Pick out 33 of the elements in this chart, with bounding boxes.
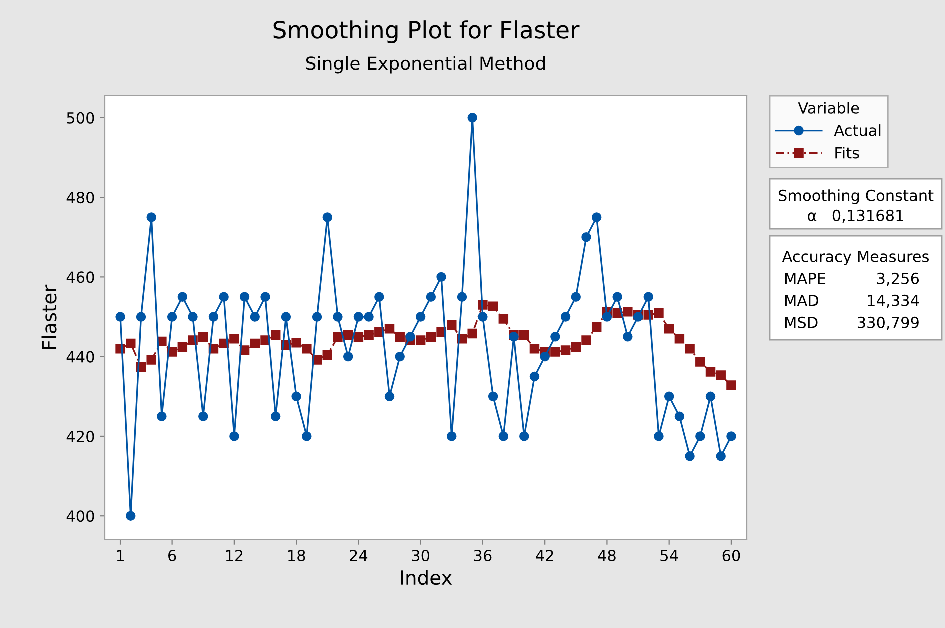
y-tick-label: 480	[66, 192, 94, 204]
y-tick-label: 500	[67, 112, 94, 124]
legend-title: Variable	[798, 102, 860, 114]
x-tick-label: 18	[288, 550, 306, 562]
x-tick-label: 24	[350, 550, 368, 562]
text: α 0,131681	[808, 210, 904, 223]
chart-subtitle: Single Exponential Method	[306, 56, 546, 74]
text: MAPE	[786, 273, 826, 284]
text: Smoothing Constant	[778, 190, 934, 204]
text: 3,256	[877, 272, 920, 286]
text: Accuracy Measures	[782, 251, 929, 266]
x-tick-label: 54	[660, 550, 678, 562]
x-tick-label: 48	[598, 550, 616, 562]
x-tick-label: 60	[722, 550, 740, 562]
x-tick-label: 1	[117, 550, 124, 562]
x-tick-label: 36	[474, 550, 492, 562]
y-tick-label: 420	[66, 430, 94, 442]
legend-label: Fits	[836, 146, 860, 159]
x-tick-label: 12	[226, 550, 243, 562]
y-tick-label: 440	[66, 351, 94, 363]
chart-title: Smoothing Plot for Flaster	[274, 20, 580, 44]
text: 14,334	[868, 294, 920, 308]
x-axis-title: Index	[401, 570, 452, 586]
x-tick-label: 30	[412, 550, 430, 562]
y-axis-title: Flaster	[42, 284, 57, 350]
text: MSD	[786, 316, 818, 328]
x-tick-label: 6	[168, 550, 176, 562]
text: MAD	[786, 295, 818, 306]
legend-label: Actual	[834, 124, 881, 136]
y-tick-label: 460	[66, 272, 94, 284]
y-tick-label: 400	[66, 510, 94, 522]
text: 330,799	[858, 316, 919, 330]
x-tick-label: 42	[536, 550, 554, 562]
